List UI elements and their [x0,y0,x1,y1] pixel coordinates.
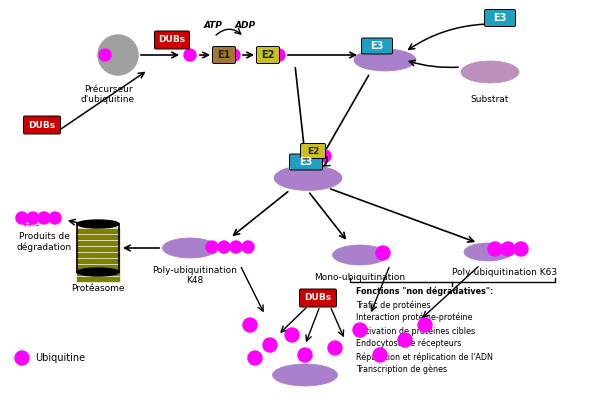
Bar [77,233,119,239]
Text: Mono-ubiquitination: Mono-ubiquitination [314,273,405,282]
FancyBboxPatch shape [257,46,279,64]
Text: ↔≈: ↔≈ [22,220,41,230]
Bar [77,264,119,268]
Text: DUBs: DUBs [305,293,331,303]
Circle shape [298,348,312,362]
Circle shape [248,351,262,365]
Text: E3: E3 [299,157,313,167]
Circle shape [373,348,387,362]
Ellipse shape [77,220,119,228]
Ellipse shape [163,238,217,258]
Ellipse shape [333,245,387,265]
FancyBboxPatch shape [290,154,322,170]
Text: E3: E3 [370,41,384,51]
Circle shape [285,328,299,342]
Circle shape [319,150,331,162]
FancyBboxPatch shape [24,116,61,134]
Ellipse shape [273,364,337,386]
Bar [77,258,119,262]
Circle shape [99,49,111,61]
Circle shape [49,212,61,224]
Circle shape [243,318,257,332]
Text: ADP: ADP [234,21,256,31]
Circle shape [501,242,515,256]
Bar [77,224,119,272]
Text: E1: E1 [217,50,231,60]
Circle shape [514,242,528,256]
Circle shape [273,49,285,61]
Circle shape [418,318,432,332]
Text: E2: E2 [307,147,319,156]
Bar [77,270,119,274]
Ellipse shape [461,61,519,83]
Text: Réparation et réplication de l'ADN: Réparation et réplication de l'ADN [356,352,493,361]
Circle shape [15,351,29,365]
Circle shape [38,212,50,224]
Text: DUBs: DUBs [29,120,56,129]
Circle shape [228,49,240,61]
Bar [77,245,119,251]
Text: Substrat: Substrat [471,95,509,104]
Ellipse shape [274,166,342,191]
FancyBboxPatch shape [362,38,393,54]
Bar [77,239,119,245]
Text: Ubiquitine: Ubiquitine [35,353,85,363]
Text: Poly-ubiquitination K63: Poly-ubiquitination K63 [452,268,558,277]
Circle shape [16,212,28,224]
Circle shape [206,241,218,253]
Text: Produits de
dégradation: Produits de dégradation [16,232,72,252]
Text: E3: E3 [493,13,507,23]
Ellipse shape [77,268,119,276]
FancyBboxPatch shape [300,143,325,158]
Ellipse shape [464,243,512,261]
Text: Poly-ubiquitination
K48: Poly-ubiquitination K48 [152,266,237,285]
Text: Protéasome: Protéasome [71,284,125,293]
Text: E2: E2 [261,50,275,60]
Text: Trafic de protéines: Trafic de protéines [356,300,430,310]
Text: ATP: ATP [203,21,222,31]
FancyBboxPatch shape [155,31,189,49]
Circle shape [230,241,242,253]
Text: Activation de protéines cibles: Activation de protéines cibles [356,326,475,336]
Circle shape [27,212,39,224]
Circle shape [263,338,277,352]
Ellipse shape [354,49,416,71]
Circle shape [488,242,502,256]
FancyBboxPatch shape [484,10,515,27]
Bar [77,276,119,280]
Circle shape [353,323,367,337]
Text: Précurseur
d'ubiquitine: Précurseur d'ubiquitine [81,85,135,104]
Text: Endocytose de récepteurs: Endocytose de récepteurs [356,339,461,349]
Circle shape [376,246,390,260]
Circle shape [184,49,196,61]
Text: Fonctions "non dégradatives":: Fonctions "non dégradatives": [356,287,493,297]
Text: Interaction protéine-protéine: Interaction protéine-protéine [356,313,472,322]
Circle shape [398,333,412,347]
Text: Transcription de gènes: Transcription de gènes [356,365,447,374]
FancyBboxPatch shape [299,289,336,307]
FancyBboxPatch shape [212,46,236,64]
Circle shape [242,241,254,253]
Circle shape [218,241,230,253]
Circle shape [328,341,342,355]
Circle shape [98,35,138,75]
Bar [77,228,119,233]
Text: DUBs: DUBs [158,35,186,44]
Bar [77,251,119,256]
